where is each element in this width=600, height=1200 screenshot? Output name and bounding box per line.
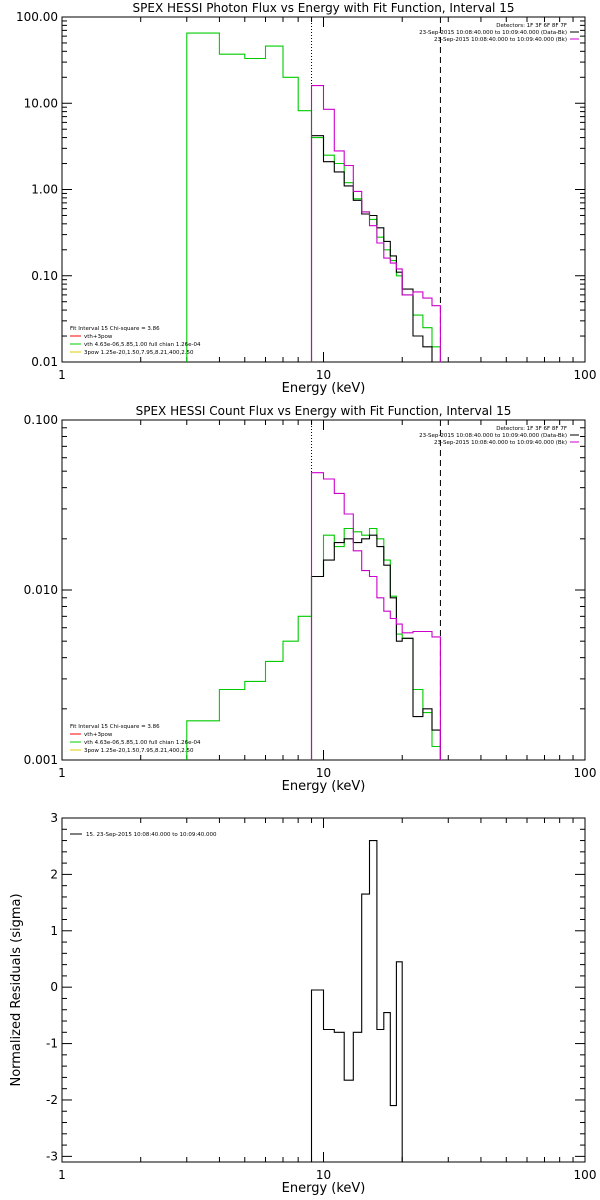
legend-entry-bottom: 3pow 1.25e-20,1.50,7.95,8.21,400,2.50 bbox=[84, 350, 194, 356]
panel-1: SPEX HESSI Photon Flux vs Energy with Fi… bbox=[16, 1, 596, 396]
chart-title: SPEX HESSI Count Flux vs Energy with Fit… bbox=[136, 404, 512, 418]
x-tick-label: 1 bbox=[58, 368, 66, 382]
legend-entry-bottom: vth+3pow bbox=[84, 334, 113, 340]
y-axis-label: Normalized Residuals (sigma) bbox=[9, 893, 24, 1086]
panel-3: 1 10 100 Energy (keV) -3 -2 -1 0 1 2 3 Normalized R… bbox=[9, 811, 596, 1196]
y-tick-label: 0.10 bbox=[31, 269, 58, 283]
legend-entry-bottom: vth 4.63e-06,5.85,1.00 full chian 1.26e-… bbox=[84, 342, 201, 348]
series-2-line bbox=[310, 135, 441, 363]
plot-frame bbox=[61, 419, 586, 761]
y-tick-label: 0.100 bbox=[24, 413, 58, 427]
legend-entry-bottom: 3pow 1.25e-20,1.50,7.95,8.21,400,2.50 bbox=[84, 748, 194, 754]
y-tick-label: 0.01 bbox=[31, 355, 58, 369]
series-3-line bbox=[310, 472, 441, 760]
series-1-line bbox=[186, 32, 441, 362]
x-tick-label: 100 bbox=[574, 1168, 597, 1182]
y-tick-label: -2 bbox=[46, 1093, 58, 1107]
legend-entry-top: 23-Sep-2015 10:08:40.000 to 10:09:40.000… bbox=[434, 440, 567, 446]
x-tick-label: 1 bbox=[58, 766, 66, 780]
series-1-line bbox=[186, 527, 441, 760]
y-tick-label: 0.001 bbox=[24, 753, 58, 767]
series-2-line bbox=[310, 534, 441, 760]
y-tick-label: 100.00 bbox=[16, 10, 58, 24]
legend-entry-top: Detectors: 1F 3F 6F 8F 7F bbox=[496, 426, 567, 432]
legend-entry-bottom: vth 4.63e-06,5.85,1.00 full chian 1.26e-… bbox=[84, 740, 201, 746]
panel-2: SPEX HESSI Count Flux vs Energy with Fit… bbox=[24, 404, 597, 794]
x-tick-label: 10 bbox=[316, 1168, 331, 1182]
y-tick-label: -3 bbox=[46, 1149, 58, 1163]
x-tick-label: 10 bbox=[316, 766, 331, 780]
y-tick-label: 1.00 bbox=[31, 183, 58, 197]
y-tick-label: 0.010 bbox=[24, 583, 58, 597]
legend-entry-bottom: vth+3pow bbox=[84, 732, 113, 738]
series-3-line bbox=[310, 85, 441, 362]
legend-entry-top-left: 15. 23-Sep-2015 10:08:40.000 to 10:09:40… bbox=[86, 832, 217, 838]
x-tick-label: 100 bbox=[574, 766, 597, 780]
chart-title: SPEX HESSI Photon Flux vs Energy with Fi… bbox=[133, 1, 515, 15]
x-axis-label: Energy (keV) bbox=[282, 381, 366, 396]
y-tick-label: 3 bbox=[50, 811, 58, 825]
legend-entry-top: 23-Sep-2015 10:08:40.000 to 10:09:40.000… bbox=[419, 433, 567, 439]
legend-entry-bottom: Fit Interval 15 Chi-square = 3.86 bbox=[70, 326, 160, 332]
x-tick-label: 1 bbox=[58, 1168, 66, 1182]
legend-entry-top: 23-Sep-2015 10:08:40.000 to 10:09:40.000… bbox=[419, 30, 567, 36]
legend-entry-bottom: Fit Interval 15 Chi-square = 3.86 bbox=[70, 724, 160, 730]
plot-frame bbox=[61, 16, 586, 363]
y-tick-label: 1 bbox=[50, 924, 58, 938]
y-tick-label: 0 bbox=[50, 980, 58, 994]
x-tick-label: 100 bbox=[574, 368, 597, 382]
legend-entry-top: Detectors: 1F 3F 6F 8F 7F bbox=[496, 23, 567, 29]
series-1-line bbox=[310, 840, 403, 1162]
y-tick-label: 10.00 bbox=[24, 96, 58, 110]
legend-entry-top: 23-Sep-2015 10:08:40.000 to 10:09:40.000… bbox=[434, 37, 567, 43]
x-axis-label: Energy (keV) bbox=[282, 779, 366, 794]
y-tick-label: 2 bbox=[50, 867, 58, 881]
x-tick-label: 10 bbox=[316, 368, 331, 382]
x-axis-label: Energy (keV) bbox=[282, 1181, 366, 1196]
y-tick-label: -1 bbox=[46, 1037, 58, 1051]
